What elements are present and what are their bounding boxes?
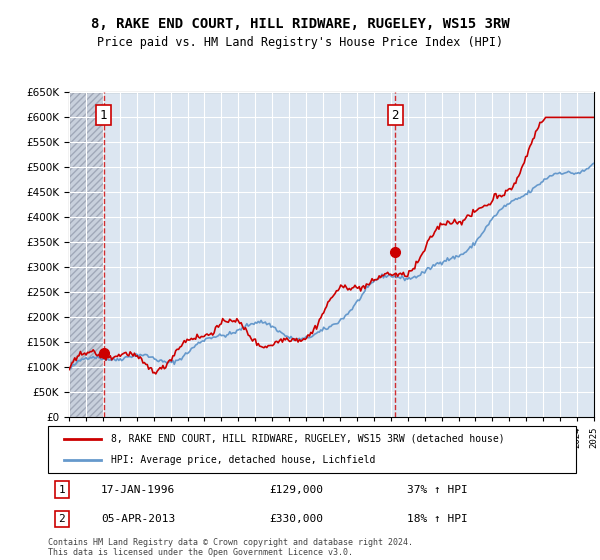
Text: Contains HM Land Registry data © Crown copyright and database right 2024.
This d: Contains HM Land Registry data © Crown c… xyxy=(48,538,413,557)
Text: £129,000: £129,000 xyxy=(270,484,324,494)
Text: 18% ↑ HPI: 18% ↑ HPI xyxy=(407,514,468,524)
Text: Price paid vs. HM Land Registry's House Price Index (HPI): Price paid vs. HM Land Registry's House … xyxy=(97,36,503,49)
Text: 2: 2 xyxy=(59,514,65,524)
Text: 17-JAN-1996: 17-JAN-1996 xyxy=(101,484,175,494)
Text: £330,000: £330,000 xyxy=(270,514,324,524)
FancyBboxPatch shape xyxy=(48,426,576,473)
Text: HPI: Average price, detached house, Lichfield: HPI: Average price, detached house, Lich… xyxy=(112,455,376,465)
Text: 1: 1 xyxy=(59,484,65,494)
Bar xyxy=(69,92,104,417)
Text: 2: 2 xyxy=(392,109,399,122)
Text: 05-APR-2013: 05-APR-2013 xyxy=(101,514,175,524)
Text: 1: 1 xyxy=(100,109,107,122)
Text: 37% ↑ HPI: 37% ↑ HPI xyxy=(407,484,468,494)
Text: 8, RAKE END COURT, HILL RIDWARE, RUGELEY, WS15 3RW: 8, RAKE END COURT, HILL RIDWARE, RUGELEY… xyxy=(91,17,509,31)
Text: 8, RAKE END COURT, HILL RIDWARE, RUGELEY, WS15 3RW (detached house): 8, RAKE END COURT, HILL RIDWARE, RUGELEY… xyxy=(112,434,505,444)
